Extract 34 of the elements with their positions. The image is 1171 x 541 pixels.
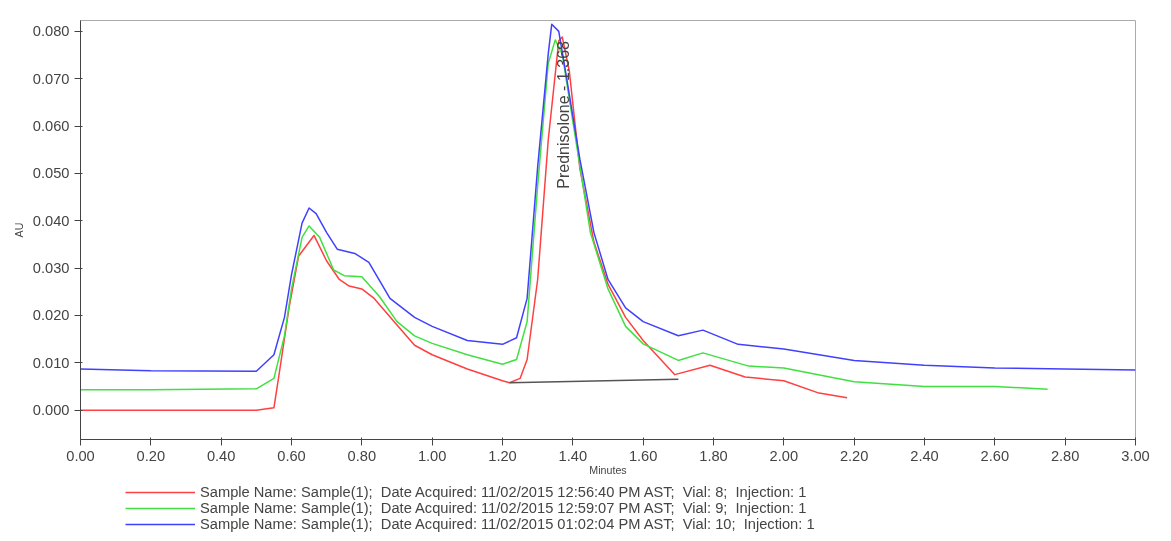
y-tick-label: 0.020 [32, 307, 70, 324]
y-tick-label: 0.050 [32, 165, 70, 182]
legend-label: Sample Name: Sample(1); Date Acquired: 11/02/2015 01:02:04 PM AST; Vial: 10; Injection: 1 [200, 516, 815, 532]
x-tick-label: 2.80 [1050, 447, 1080, 464]
line-series [80, 36, 848, 411]
line-series [80, 39, 1049, 391]
y-tick-label: 0.040 [32, 212, 70, 229]
x-tick-label: 0.80 [347, 447, 377, 464]
y-tick-label: 0.030 [32, 260, 70, 277]
legend-label: Sample Name: Sample(1); Date Acquired: 11/02/2015 12:56:40 PM AST; Vial: 8; Injection: 1 [200, 484, 807, 500]
y-tick-label: 0.010 [32, 354, 70, 371]
x-tick-label: 1.00 [417, 447, 447, 464]
legend-label: Sample Name: Sample(1); Date Acquired: 11/02/2015 12:59:07 PM AST; Vial: 9; Injection: 1 [200, 500, 807, 516]
x-tick-label: 2.60 [980, 447, 1010, 464]
y-axis-title: AU [12, 222, 25, 238]
x-tick-label: 1.40 [558, 447, 588, 464]
x-tick-label: 0.60 [277, 447, 306, 464]
x-tick-label: 0.40 [206, 447, 236, 464]
x-tick-label: 2.00 [769, 447, 799, 464]
x-tick-label: 3.00 [1121, 447, 1150, 464]
x-tick-label: 2.40 [910, 447, 939, 464]
x-tick-label: 1.80 [699, 447, 728, 464]
y-tick-label: 0.070 [32, 70, 70, 87]
x-tick-label: 0.20 [136, 447, 166, 464]
y-tick-label: 0.080 [32, 23, 70, 40]
annotation: Prednisolone - 1.368 [555, 40, 573, 189]
x-tick-label: 2.20 [839, 447, 869, 464]
x-tick-label: 1.20 [488, 447, 517, 464]
line-series [80, 23, 1136, 373]
y-tick-label: 0.060 [32, 118, 70, 135]
y-tick-label: 0.000 [32, 402, 70, 419]
x-tick-label: 0.00 [66, 447, 95, 464]
x-tick-label: 1.60 [628, 447, 658, 464]
x-axis-title: Minutes [589, 463, 627, 476]
